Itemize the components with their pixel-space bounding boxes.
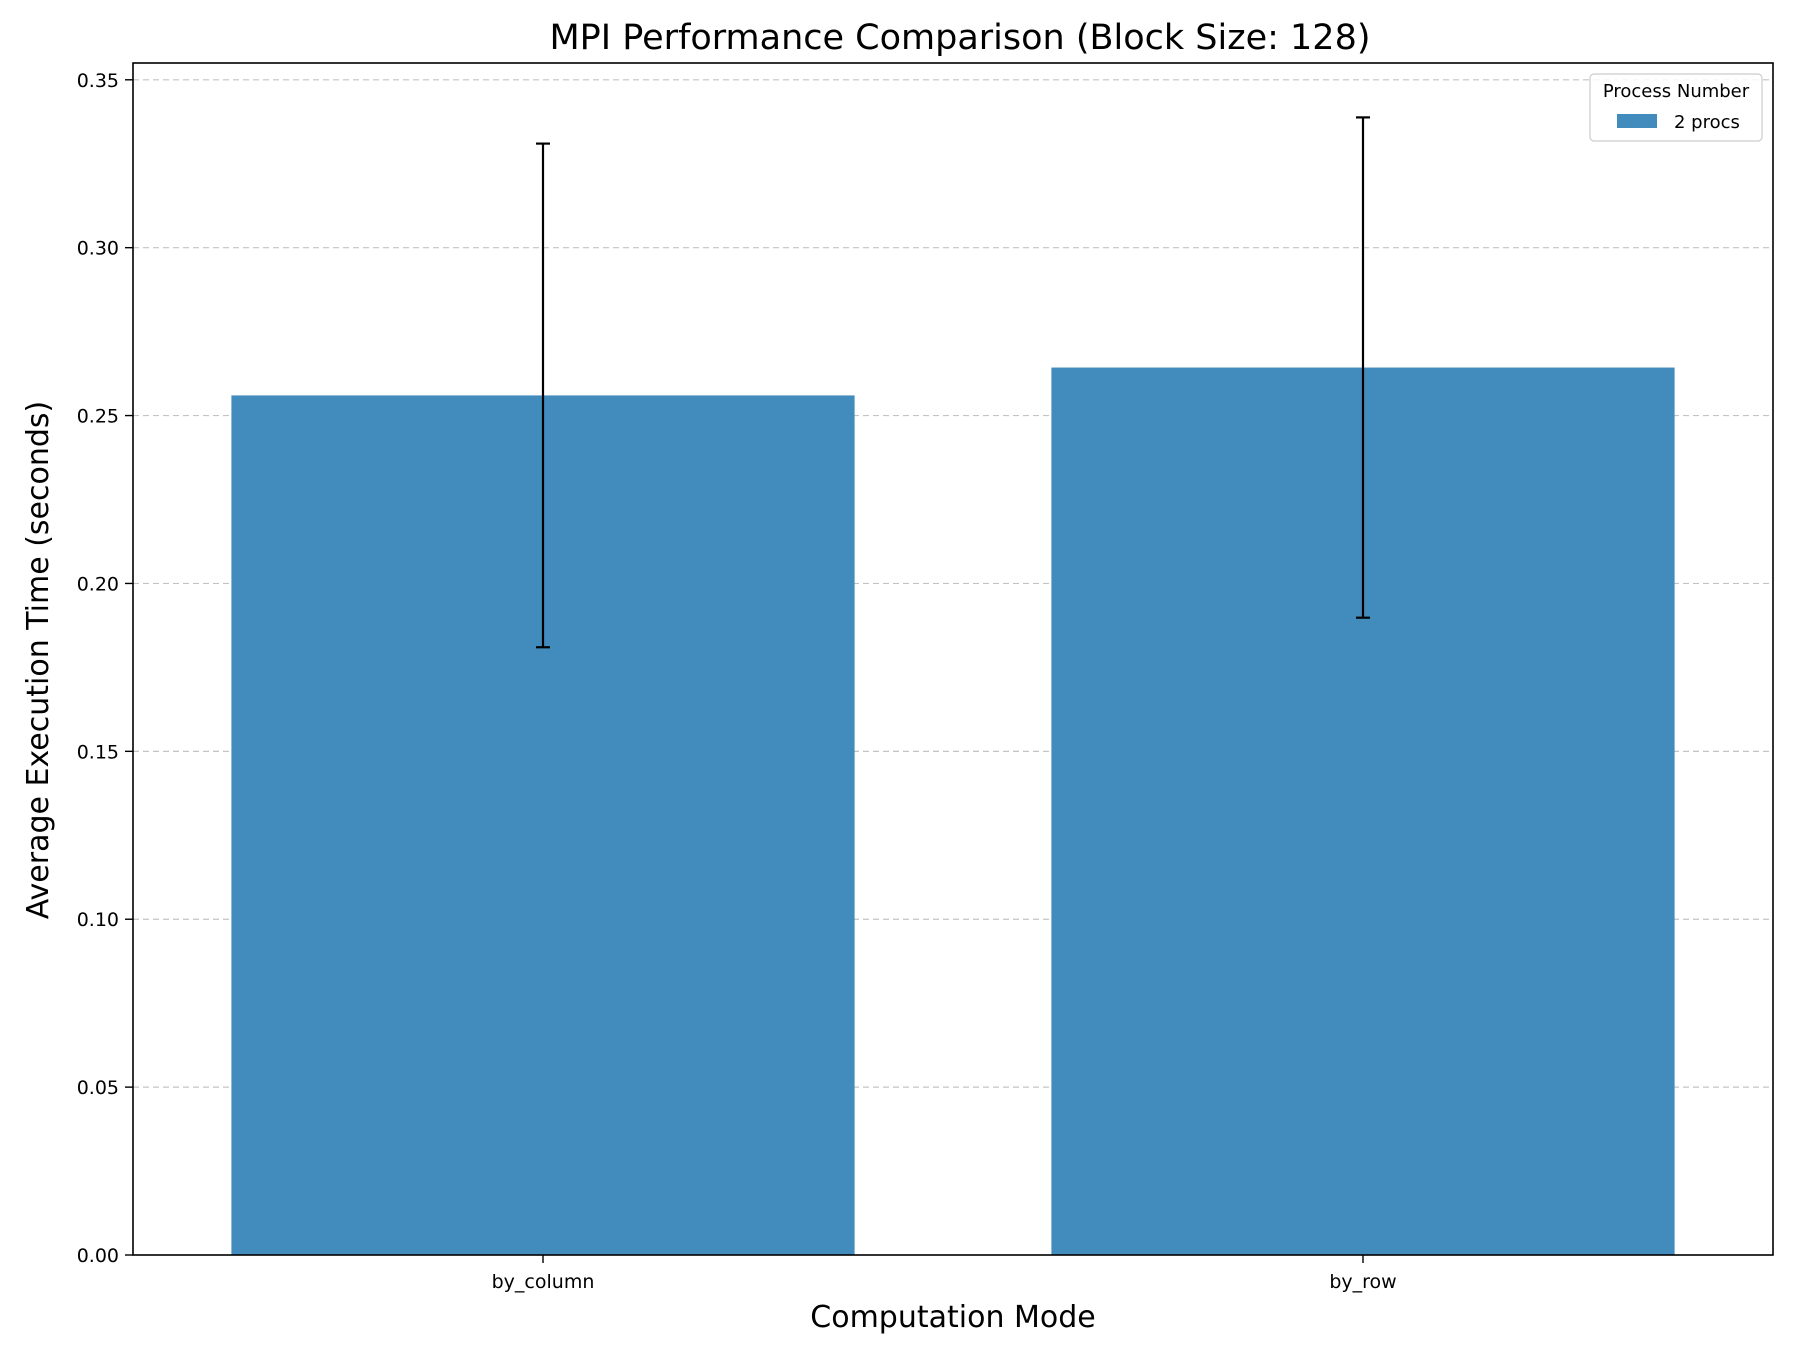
y-tick-label: 0.15	[77, 741, 119, 763]
x-axis-title: Computation Mode	[810, 1300, 1095, 1335]
plot-frame	[132, 62, 1774, 1256]
bars	[231, 367, 1675, 1256]
legend: Process Number 2 procs	[1589, 73, 1763, 142]
y-tick-label: 0.10	[77, 909, 119, 931]
chart-title: MPI Performance Comparison (Block Size: …	[549, 18, 1370, 58]
y-tick-label: 0.20	[77, 573, 119, 595]
error-bars	[536, 116, 1370, 649]
y-axis: 0.00 0.05 0.10 0.15 0.20 0.25 0.30 0.35	[77, 70, 133, 1267]
x-axis: by_column by_row	[492, 1255, 1397, 1293]
legend-title: Process Number	[1603, 81, 1750, 102]
x-tick-label: by_column	[492, 1271, 595, 1293]
legend-swatch	[1617, 114, 1657, 128]
legend-item-label: 2 procs	[1674, 112, 1740, 133]
x-tick-label: by_row	[1329, 1271, 1396, 1293]
y-tick-label: 0.35	[77, 70, 119, 92]
y-tick-label: 0.25	[77, 406, 119, 428]
y-tick-label: 0.05	[77, 1077, 119, 1099]
y-tick-label: 0.00	[77, 1245, 119, 1267]
y-axis-title: Average Execution Time (seconds)	[21, 401, 56, 919]
y-tick-label: 0.30	[77, 238, 119, 260]
